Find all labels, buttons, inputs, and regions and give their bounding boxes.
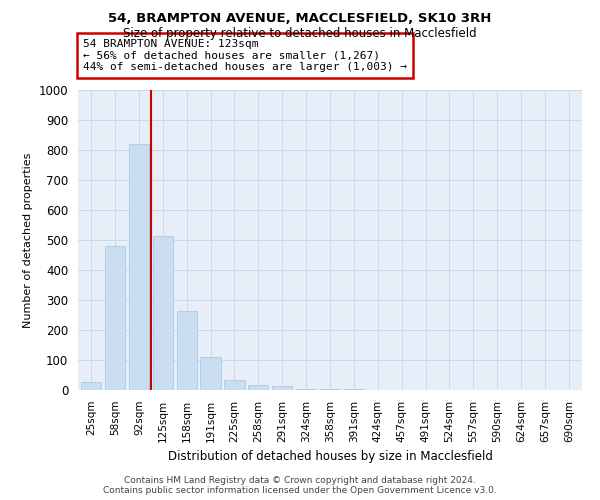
Bar	[129, 144, 149, 390]
Bar	[272, 386, 292, 390]
Bar	[320, 389, 340, 390]
Text: 54, BRAMPTON AVENUE, MACCLESFIELD, SK10 3RH: 54, BRAMPTON AVENUE, MACCLESFIELD, SK10 …	[109, 12, 491, 26]
Bar	[152, 236, 173, 390]
Bar	[176, 310, 197, 390]
Y-axis label: Number of detached properties: Number of detached properties	[23, 152, 33, 328]
Text: Contains HM Land Registry data © Crown copyright and database right 2024.
Contai: Contains HM Land Registry data © Crown c…	[103, 476, 497, 495]
Text: Size of property relative to detached houses in Macclesfield: Size of property relative to detached ho…	[123, 28, 477, 40]
Bar	[296, 388, 316, 390]
Bar	[105, 246, 125, 390]
Text: 54 BRAMPTON AVENUE: 123sqm
← 56% of detached houses are smaller (1,267)
44% of s: 54 BRAMPTON AVENUE: 123sqm ← 56% of deta…	[83, 39, 407, 72]
Bar	[248, 384, 268, 390]
Bar	[81, 382, 101, 390]
Bar	[200, 357, 221, 390]
X-axis label: Distribution of detached houses by size in Macclesfield: Distribution of detached houses by size …	[167, 450, 493, 463]
Bar	[224, 380, 245, 390]
